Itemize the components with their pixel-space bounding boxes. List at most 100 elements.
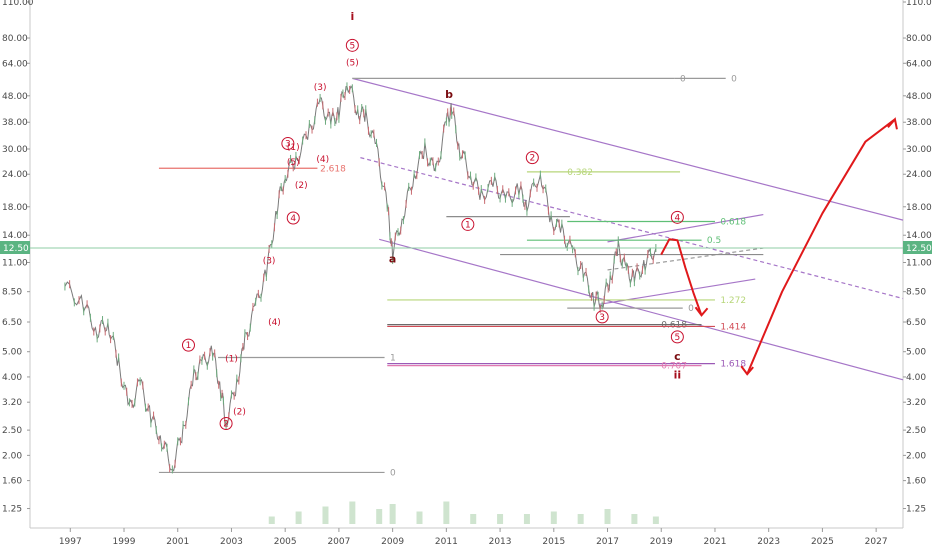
wave-letter-labels: i a b c ii (350, 10, 681, 382)
x-tick-label: 2001 (166, 537, 189, 547)
y-tick-label-right: 110.00 (906, 0, 932, 8)
projection-path (660, 238, 703, 316)
volume-bar (389, 504, 396, 524)
current-price-badge-right (903, 241, 932, 254)
wave-label: 1 (465, 220, 471, 230)
wave-circle (670, 210, 684, 224)
left-y-axis-ticks: 110.00 80.00 64.00 48.00 38.00 30.00 24.00 18.0… (2, 0, 34, 515)
wave-label: (3) (314, 83, 327, 93)
x-tick-label: 2017 (596, 537, 619, 547)
volume-bar (470, 514, 477, 524)
y-tick-label-left: 3.20 (2, 398, 22, 408)
wave-circle (286, 211, 300, 225)
x-tick-label: 2015 (542, 537, 565, 547)
x-tick-label: 2013 (489, 537, 512, 547)
wave-circle (595, 310, 609, 324)
fib-level-label: 0 (390, 468, 396, 478)
y-tick-label-left: 2.00 (2, 451, 22, 461)
right-y-axis-ticks: 110.00 80.00 64.00 48.00 38.00 30.00 24.00 18.0… (903, 0, 932, 515)
x-tick-label: 2025 (811, 537, 834, 547)
x-tick-label: 2005 (274, 537, 297, 547)
volume-bars (268, 501, 659, 524)
volume-bar (416, 511, 423, 524)
wave-letter: a (389, 253, 396, 266)
volume-bar (295, 511, 302, 524)
wave-letter: b (445, 88, 453, 101)
wave-label: 1 (186, 341, 192, 351)
wave-label: (3) (263, 256, 276, 266)
y-tick-label-left: 64.00 (2, 59, 28, 69)
current-price-badges: 12.50 12.50 (0, 241, 932, 254)
y-tick-label-left: 38.00 (2, 118, 28, 128)
trend-line (360, 157, 904, 300)
y-tick-label-right: 48.00 (906, 92, 932, 102)
y-tick-label-right: 2.50 (906, 426, 926, 436)
wave-label: (1) (225, 355, 238, 365)
y-tick-label-right: 14.00 (906, 231, 932, 241)
projection-arrowhead (740, 365, 754, 376)
y-tick-label-left: 11.00 (2, 259, 28, 269)
wave-circle (219, 417, 233, 431)
x-tick-label: 2021 (704, 537, 727, 547)
y-tick-label-left: 1.25 (2, 505, 22, 515)
trend-line (607, 247, 764, 271)
channel-lines (352, 77, 904, 381)
wave-label: 5 (349, 41, 355, 51)
projection-path (746, 118, 896, 375)
y-tick-label-left: 18.00 (2, 203, 28, 213)
fib-level-label: 1.272 (720, 296, 746, 306)
x-tick-label: 2009 (381, 537, 404, 547)
fib-level-label: 0.618 (661, 321, 687, 331)
projection-arrowhead (694, 306, 709, 317)
wave-label: (2) (295, 181, 308, 191)
y-tick-label-right: 18.00 (906, 203, 932, 213)
price-series (64, 82, 657, 474)
projection-arrows (660, 117, 898, 376)
volume-bar (443, 501, 450, 524)
y-tick-label-left: 2.50 (2, 426, 22, 436)
fib-level-label: 0 (680, 74, 686, 84)
wave-label: 4 (674, 213, 680, 223)
wave-label: (5) (346, 58, 359, 68)
x-tick-label: 2023 (757, 537, 780, 547)
y-tick-label-right: 1.25 (906, 505, 926, 515)
volume-bar (631, 514, 638, 524)
wave-label: 3 (599, 313, 605, 323)
y-tick-label-left: 30.00 (2, 145, 28, 155)
x-tick-label: 2019 (650, 537, 673, 547)
y-tick-label-right: 5.00 (906, 348, 926, 358)
wave-label: 2 (223, 420, 229, 430)
fib-level-label: 1 (390, 354, 396, 364)
wave-label: (2) (233, 407, 246, 417)
wave-label: 4 (290, 214, 296, 224)
y-tick-label-left: 24.00 (2, 170, 28, 180)
x-tick-label: 2003 (220, 537, 243, 547)
y-tick-label-right: 3.20 (906, 398, 926, 408)
x-axis-ticks: 1997 1999 2001 2003 2005 2007 2009 2011 2013 2015… (59, 528, 888, 547)
y-tick-label-left: 48.00 (2, 92, 28, 102)
wave-circle (670, 330, 684, 344)
volume-bar (497, 514, 504, 524)
wave-circle (461, 217, 475, 231)
fib-level-label: 0.707 (661, 362, 687, 372)
trend-line (352, 77, 904, 221)
fib-level-label: 0.382 (567, 168, 593, 178)
volume-bar (577, 514, 584, 524)
volume-bar (550, 511, 557, 524)
wave-circle (525, 151, 539, 165)
x-tick-label: 2011 (435, 537, 458, 547)
wave-label: 2 (529, 154, 535, 164)
x-tick-label: 2007 (327, 537, 350, 547)
wave-circle (181, 338, 195, 352)
y-tick-label-right: 2.00 (906, 451, 926, 461)
volume-bar (604, 509, 611, 524)
wave-label: 3 (285, 139, 291, 149)
wave-letter: i (350, 10, 354, 23)
trend-line (379, 238, 904, 381)
y-tick-label-right: 38.00 (906, 118, 932, 128)
fib-level-label: 0.5 (707, 236, 721, 246)
y-tick-label-right: 6.50 (906, 318, 926, 328)
wave-circle (345, 38, 359, 52)
